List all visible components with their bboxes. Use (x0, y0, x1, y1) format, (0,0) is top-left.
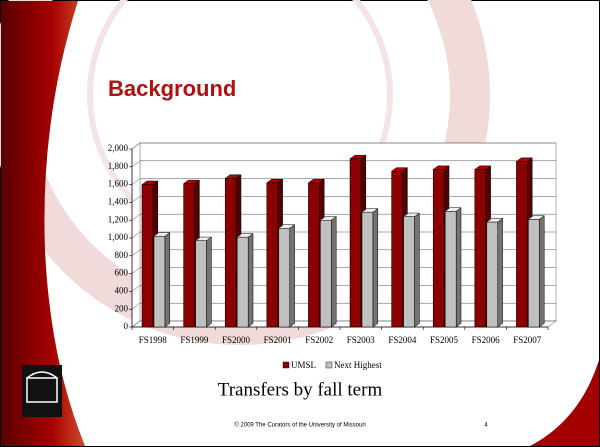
grid-line-side (131, 160, 141, 168)
bar-front (320, 219, 332, 328)
bar-side (497, 217, 503, 328)
x-tick-label: FS2007 (513, 335, 542, 345)
legend-label: UMSL (291, 360, 316, 370)
grid-line-side (131, 142, 141, 150)
bar (194, 236, 213, 328)
bar (278, 224, 296, 328)
bar (153, 232, 171, 328)
bar-front (141, 184, 154, 328)
x-tick-label: FS2001 (264, 335, 292, 345)
x-tick-label: FS2006 (472, 335, 501, 345)
grid-line-side (131, 285, 141, 292)
bar-front (361, 211, 374, 328)
bar (402, 212, 421, 328)
bar-front (391, 171, 403, 328)
grid-line-side (131, 303, 141, 310)
y-tick-label: 1,600 (108, 179, 129, 189)
grid-line-side (131, 196, 141, 203)
y-tick-label: 200 (115, 303, 129, 313)
bar (444, 207, 462, 328)
bar-front (278, 227, 291, 328)
bar-side (414, 212, 420, 328)
x-tick-label: FS1999 (180, 335, 209, 345)
y-tick-label: 400 (115, 285, 129, 295)
page-number: 4 (484, 423, 488, 429)
y-tick-label: 1,800 (108, 161, 129, 171)
bar-front (308, 182, 320, 328)
legend-label: Next Highest (334, 360, 382, 370)
bar-front (195, 240, 207, 328)
bar-front (516, 161, 528, 328)
slide-title: Background (108, 76, 236, 101)
x-tick-label: FS2002 (305, 335, 333, 345)
bar-front (183, 183, 195, 328)
x-tick-label: FS2004 (388, 335, 417, 345)
bar-side (247, 233, 254, 328)
bar-side (206, 236, 212, 328)
bar-side (372, 208, 379, 328)
bar (319, 216, 337, 328)
grid-line-side (131, 213, 141, 221)
bar-front (224, 178, 237, 328)
red-swoosh (530, 360, 599, 446)
bar-front (474, 169, 487, 328)
grid-line-side (131, 249, 141, 257)
x-tick-label: FS1998 (139, 335, 168, 345)
legend-swatch (282, 361, 290, 369)
bar-side (539, 215, 545, 328)
y-tick-label: 600 (115, 268, 129, 278)
bar-front (349, 158, 362, 328)
y-tick-label: 1,000 (108, 232, 129, 242)
bar-front (528, 219, 540, 328)
bar-front (444, 211, 457, 328)
grid-line-side (131, 267, 141, 274)
y-tick-label: 1,200 (108, 214, 129, 224)
bar-front (403, 216, 415, 328)
x-tick-label: FS2000 (222, 335, 251, 345)
bar-side (331, 216, 337, 328)
y-tick-label: 0 (124, 321, 129, 331)
x-tick-label: FS2005 (430, 335, 459, 345)
chart-title: Transfers by fall term (218, 379, 383, 400)
bar-front (266, 182, 279, 328)
bar (361, 208, 379, 328)
bar-side (455, 207, 462, 328)
bar-side (164, 232, 171, 328)
legend-swatch (325, 361, 333, 369)
y-tick-label: 2,000 (108, 143, 129, 153)
red-band (1, 1, 85, 446)
y-tick-label: 1,400 (108, 196, 129, 206)
bar-front (432, 169, 445, 328)
university-logo (22, 365, 62, 417)
bar (527, 215, 545, 328)
grid-line-side (131, 178, 141, 185)
bar (236, 233, 254, 328)
footer: © 2009 The Curators of the University of… (234, 422, 365, 429)
bar-front (153, 235, 166, 328)
y-tick-label: 800 (115, 250, 129, 260)
grid-line-side (131, 231, 141, 239)
x-tick-label: FS2003 (347, 335, 376, 345)
bar-front (486, 221, 499, 328)
bar-side (289, 224, 295, 328)
bar (486, 217, 504, 328)
bar-front (236, 236, 249, 328)
grid-line-side (131, 320, 141, 328)
